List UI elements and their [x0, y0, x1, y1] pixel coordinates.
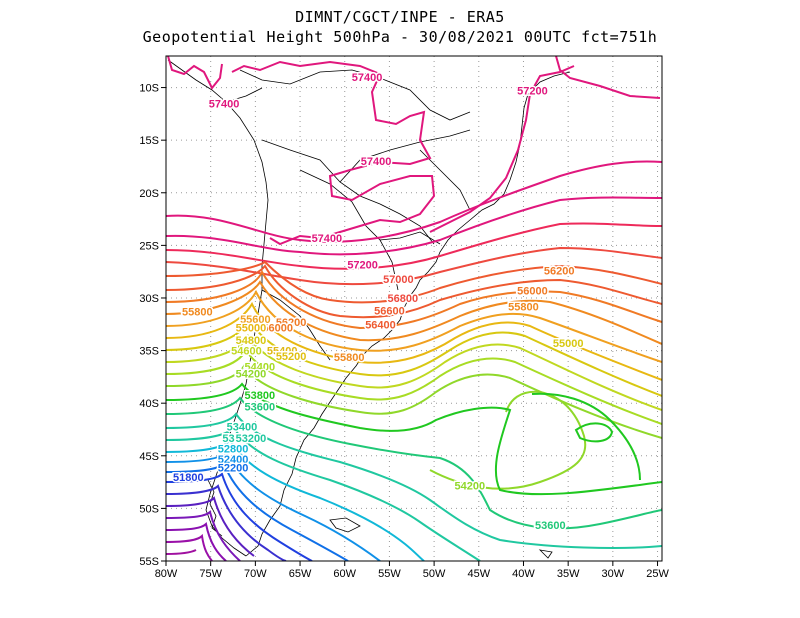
contour-label: 55800: [508, 301, 539, 313]
contour-label: 55800: [182, 307, 213, 319]
contour-label: 53600: [245, 401, 276, 413]
contour-label: 56400: [365, 319, 396, 331]
contour-label: 57400: [361, 156, 392, 168]
contour-label: 57400: [312, 233, 343, 245]
lat-tick-label: 40S: [139, 398, 159, 410]
contour-lines: [166, 56, 662, 561]
lat-tick-label: 10S: [139, 83, 159, 95]
lat-tick-label: 20S: [139, 188, 159, 200]
lon-tick-label: 75W: [199, 568, 222, 580]
lon-tick-label: 65W: [289, 568, 312, 580]
lon-tick-label: 60W: [333, 568, 356, 580]
contour-label: 53800: [245, 390, 276, 402]
contour-label: 53600: [535, 520, 566, 532]
lat-tick-label: 50S: [139, 503, 159, 515]
contour-label: 57200: [517, 86, 548, 98]
contour-label: 55200: [276, 351, 307, 363]
contour-label: 56000: [517, 286, 548, 298]
contour-label: 57400: [352, 72, 383, 84]
lon-tick-label: 30W: [602, 568, 625, 580]
contour-label: 52200: [218, 462, 249, 474]
contour-label: 53200: [236, 433, 267, 445]
lat-tick-label: 45S: [139, 451, 159, 463]
contour-label: 54600: [231, 346, 262, 358]
contour-label: 56200: [544, 266, 575, 278]
lat-tick-label: 15S: [139, 135, 159, 147]
lon-tick-label: 35W: [557, 568, 580, 580]
contour-label: 55800: [334, 352, 365, 364]
map-title: DIMNT/CGCT/INPE - ERA5: [295, 8, 505, 26]
contour-label: 53400: [227, 421, 258, 433]
lon-tick-label: 45W: [467, 568, 490, 580]
contour-label: 54400: [245, 361, 276, 373]
lat-tick-label: 25S: [139, 240, 159, 252]
contour-label: 57200: [347, 259, 378, 271]
lon-tick-label: 80W: [155, 568, 178, 580]
contour-label: 55400: [267, 346, 298, 358]
contour-label: 56000: [262, 322, 293, 334]
lon-tick-label: 40W: [512, 568, 535, 580]
lon-tick-label: 70W: [244, 568, 267, 580]
lon-tick-label: 25W: [646, 568, 669, 580]
contour-label: 54800: [236, 335, 267, 347]
contour-label: 55600: [240, 314, 271, 326]
contour-label: 57000: [383, 274, 414, 286]
contour-label: 54200: [455, 480, 486, 492]
grid-lines: [166, 56, 662, 561]
contour-label: 52800: [218, 443, 249, 455]
lat-tick-label: 35S: [139, 346, 159, 358]
contour-label: 53: [222, 433, 234, 445]
lon-tick-label: 50W: [423, 568, 446, 580]
contour-label: 51800: [173, 472, 204, 484]
axis-ticks: 80W 75W 70W 65W 60W 55W 50W 45W 40W 35W 30W 25W 10S 1…: [139, 83, 669, 580]
lon-tick-label: 55W: [378, 568, 401, 580]
contour-label: 54200: [236, 369, 267, 381]
contour-label: 52400: [218, 454, 249, 466]
contour-label: 57400: [209, 98, 240, 110]
map-frame: [165, 55, 663, 562]
contour-label: 55000: [553, 338, 584, 350]
contour-label: 56800: [388, 293, 419, 305]
contour-label: 56200: [276, 317, 307, 329]
contour-labels: 57400 57400 57200 57400 57400 57200 57000 56800…: [172, 71, 585, 534]
lat-tick-label: 55S: [139, 556, 159, 568]
lat-tick-label: 30S: [139, 293, 159, 305]
contour-label: 56600: [374, 306, 405, 318]
contour-label: 55000: [236, 322, 267, 334]
map-subtitle: Geopotential Height 500hPa - 30/08/2021 …: [142, 28, 658, 46]
